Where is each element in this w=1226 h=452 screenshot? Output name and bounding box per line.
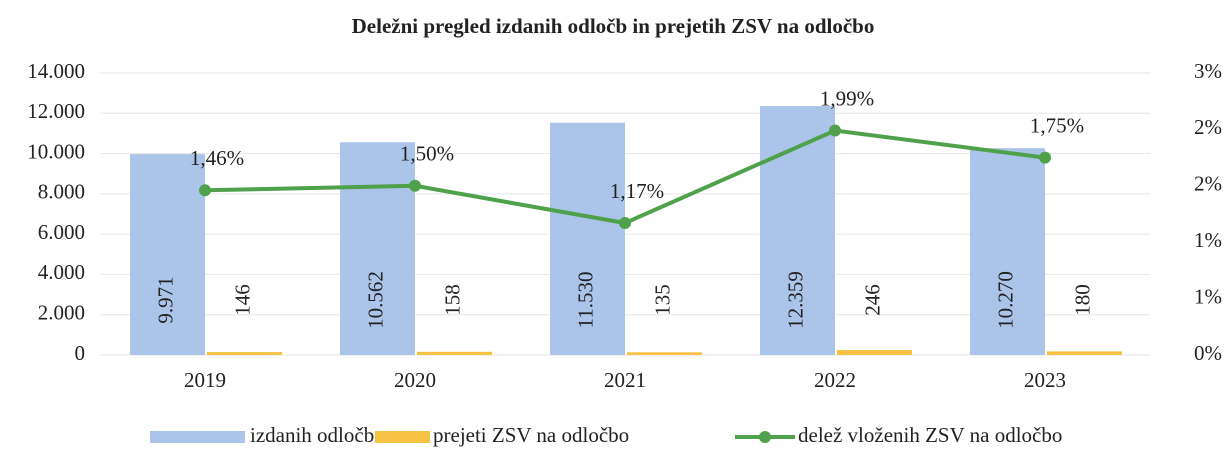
y-tick-label: 12.000 (27, 99, 85, 123)
legend-label: prejeti ZSV na odločbo (433, 423, 629, 447)
y-tick-label: 10.000 (27, 139, 85, 163)
bar (207, 352, 282, 355)
y-tick-label: 4.000 (38, 260, 85, 284)
bar (837, 350, 912, 355)
x-tick-label: 2020 (394, 368, 436, 392)
legend-label: izdanih odločb (250, 423, 374, 447)
y2-tick-label: 2% (1194, 115, 1222, 139)
bar-value-label: 146 (230, 284, 254, 316)
y2-tick-label: 0% (1194, 341, 1222, 365)
bar-value-label: 180 (1070, 284, 1094, 316)
bar (417, 351, 492, 355)
y-tick-label: 2.000 (38, 301, 85, 325)
bar (550, 122, 625, 355)
y2-tick-label: 1% (1194, 284, 1222, 308)
line-marker (619, 217, 631, 230)
line-value-label: 1,17% (610, 179, 664, 203)
bar (340, 142, 415, 355)
x-tick-label: 2023 (1024, 368, 1066, 392)
y2-tick-label: 2% (1194, 172, 1222, 196)
line-marker (1039, 151, 1051, 164)
bar-value-label: 10.562 (363, 271, 387, 329)
y2-tick-label: 3% (1194, 59, 1222, 83)
chart-title: Deležni pregled izdanih odločb in prejet… (352, 14, 875, 38)
x-tick-label: 2019 (184, 368, 226, 392)
bar-value-label: 246 (860, 284, 884, 316)
bar-value-label: 12.359 (783, 271, 807, 329)
bar-value-label: 10.270 (993, 271, 1017, 329)
y-tick-label: 6.000 (38, 220, 85, 244)
bar-value-label: 158 (440, 284, 464, 316)
legend-marker (759, 431, 771, 443)
legend-label: delež vloženih ZSV na odločbo (798, 423, 1062, 447)
bar (130, 154, 205, 355)
y-tick-label: 0 (75, 341, 86, 365)
bar-value-label: 135 (650, 284, 674, 316)
line-value-label: 1,75% (1030, 113, 1084, 137)
line-marker (409, 179, 421, 192)
bar (1047, 351, 1122, 355)
x-tick-label: 2021 (604, 368, 646, 392)
line-value-label: 1,99% (820, 86, 874, 110)
bar (970, 148, 1045, 355)
line-marker (829, 124, 841, 137)
line-value-label: 1,46% (190, 146, 244, 170)
y-tick-label: 8.000 (38, 180, 85, 204)
legend-swatch (375, 431, 430, 443)
x-tick-label: 2022 (814, 368, 856, 392)
line-marker (199, 184, 211, 197)
bar-value-label: 11.530 (573, 272, 597, 329)
y-tick-label: 14.000 (27, 59, 85, 83)
line-value-label: 1,50% (400, 142, 454, 166)
y2-tick-label: 1% (1194, 228, 1222, 252)
bar-value-label: 9.971 (153, 276, 177, 323)
legend-swatch (150, 431, 245, 443)
bar (627, 352, 702, 355)
